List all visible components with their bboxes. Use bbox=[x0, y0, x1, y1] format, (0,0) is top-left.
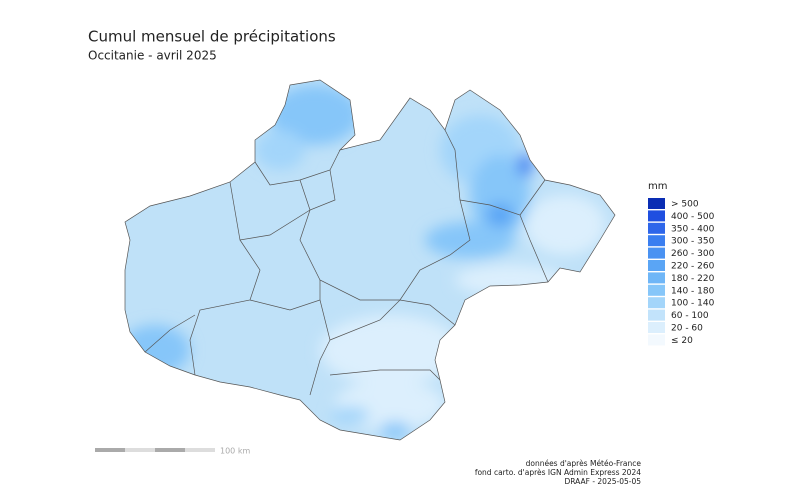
legend-label: 350 - 400 bbox=[671, 224, 715, 234]
legend-label: 260 - 300 bbox=[671, 249, 715, 259]
legend-label: 300 - 350 bbox=[671, 237, 715, 247]
legend-label: 60 - 100 bbox=[671, 311, 709, 321]
legend-swatch bbox=[648, 198, 665, 209]
legend-label: ≤ 20 bbox=[671, 336, 693, 346]
map-title: Cumul mensuel de précipitations bbox=[88, 28, 336, 46]
credit-line: données d'après Météo-France bbox=[526, 459, 642, 468]
legend-label: 180 - 220 bbox=[671, 274, 715, 284]
legend-swatch bbox=[648, 210, 665, 222]
scale-segment bbox=[95, 448, 125, 452]
credit-line: DRAAF - 2025-05-05 bbox=[564, 477, 641, 486]
legend-label: 100 - 140 bbox=[671, 299, 715, 309]
legend-label: > 500 bbox=[671, 200, 699, 210]
legend-swatch bbox=[648, 260, 665, 271]
legend-label: 400 - 500 bbox=[671, 212, 715, 222]
legend-swatch bbox=[648, 322, 665, 333]
legend-label: 140 - 180 bbox=[671, 286, 715, 296]
scale-segment bbox=[185, 448, 215, 452]
legend-label: 20 - 60 bbox=[671, 324, 703, 334]
department-borders bbox=[124, 79, 616, 441]
credit-line: fond carto. d'après IGN Admin Express 20… bbox=[475, 468, 641, 477]
scale-segment bbox=[155, 448, 185, 452]
legend-swatch bbox=[648, 284, 665, 296]
legend-swatch bbox=[648, 297, 665, 309]
legend-unit: mm bbox=[648, 181, 667, 192]
legend-swatch bbox=[648, 272, 665, 284]
legend-swatch bbox=[648, 309, 665, 321]
legend-label: 220 - 260 bbox=[671, 262, 715, 272]
legend-swatch bbox=[648, 222, 665, 234]
legend-swatch bbox=[648, 334, 665, 346]
legend-swatch bbox=[648, 247, 665, 259]
scale-bar: 100 km bbox=[95, 447, 250, 456]
scale-segment bbox=[125, 448, 155, 452]
legend: mm > 500 400 - 500 350 - 400 300 - 350 260 -… bbox=[648, 181, 715, 346]
scale-label: 100 km bbox=[220, 447, 250, 456]
legend-swatch bbox=[648, 235, 665, 247]
map-subtitle: Occitanie - avril 2025 bbox=[88, 49, 217, 63]
